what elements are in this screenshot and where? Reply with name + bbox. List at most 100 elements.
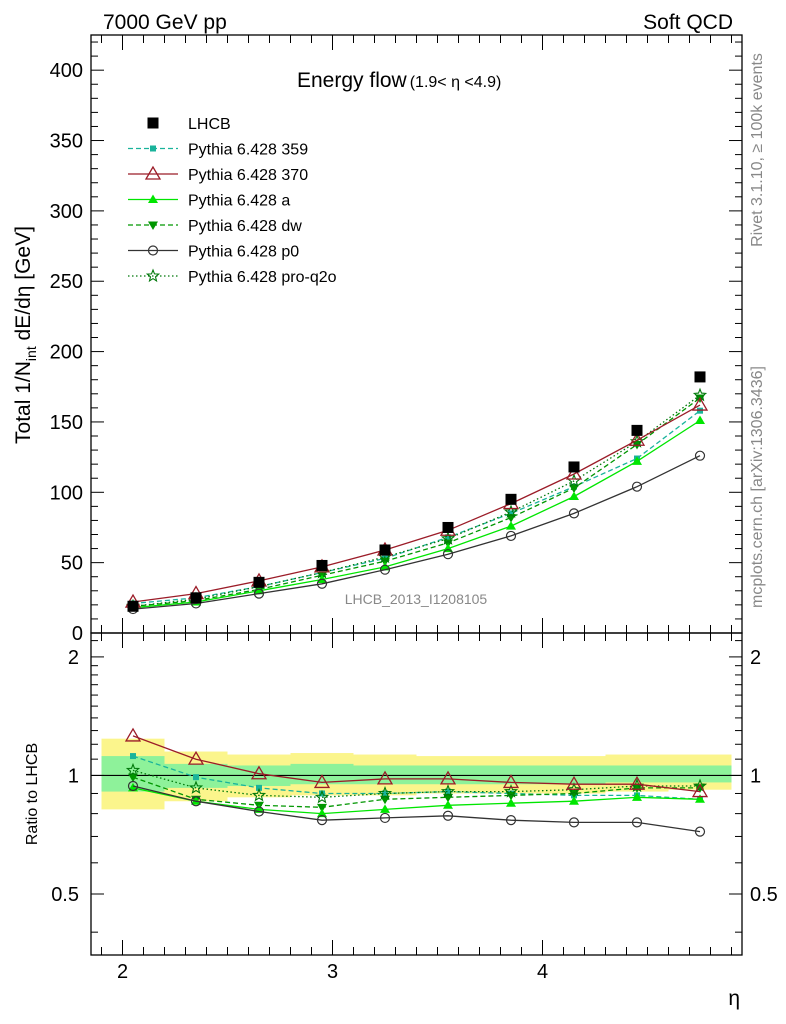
y-axis-label-sub: int <box>23 346 39 361</box>
pythia-6-428-p0-ratio-point <box>631 817 643 828</box>
legend: LHCB Pythia 6.428 359 Pythia 6.428 370 Pyth… <box>128 116 337 286</box>
main-series-layer <box>124 371 709 615</box>
pythia-6-428-370-ratio-point <box>187 750 205 765</box>
pythia-6-428-a-ratio-point <box>695 794 705 803</box>
pythia-6-428-370-line <box>132 404 701 603</box>
pythia-6-428-a-ratio-point <box>191 796 201 805</box>
pythia-6-428-pro-q2o-point <box>440 531 456 545</box>
pythia-6-428-359-ratio-point <box>256 784 262 791</box>
legend-pythia-6-428-p0-label: Pythia 6.428 p0 <box>188 244 299 261</box>
pythia-6-428-p0-ratio-point <box>568 817 580 828</box>
x-tick-label: 3 <box>327 961 338 983</box>
pythia-6-428-a-ratio-point <box>506 798 516 807</box>
pythia-6-428-a-point <box>695 415 705 425</box>
pythia-6-428-dw-ratio-line <box>132 776 700 808</box>
pythia-6-428-p0-point <box>316 578 328 589</box>
y-axis-label-tail: dE/dη [GeV] <box>12 226 35 346</box>
pythia-6-428-359-point <box>508 510 514 517</box>
pythia-6-428-pro-q2o-ratio-point <box>125 762 141 777</box>
pythia-6-428-pro-q2o-line <box>132 394 701 607</box>
chart-title: Energy flow (1.9< η <4.9) <box>297 69 501 92</box>
pythia-6-428-pro-q2o-ratio-point <box>377 785 393 800</box>
analysis-watermark: LHCB_2013_I1208105 <box>345 591 488 607</box>
y-tick-label: 200 <box>50 342 83 364</box>
pythia-6-428-p0-point <box>253 588 265 599</box>
rivet-label: Rivet 3.1.10, ≥ 100k events <box>749 53 766 247</box>
pythia-6-428-p0-ratio-point <box>505 815 517 826</box>
pythia-6-428-dw-line <box>132 397 701 607</box>
chart-title-main: Energy flow <box>297 69 408 92</box>
pythia-6-428-370-ratio-point <box>439 770 457 785</box>
pythia-6-428-dw-ratio-point <box>128 773 138 783</box>
pythia-6-428-p0-point <box>694 450 706 461</box>
legend-pythia-6-428-359-marker <box>150 145 156 152</box>
legend-pythia-6-428-pro-q2o-label: Pythia 6.428 pro-q2o <box>188 269 337 286</box>
chart-title-sub: (1.9< η <4.9) <box>410 74 502 91</box>
y-tick-label: 50 <box>61 553 83 575</box>
pythia-6-428-a-point <box>254 585 264 595</box>
x-tick-label: 4 <box>537 961 548 983</box>
ratio-tick-label-right: 0.5 <box>750 884 778 906</box>
pythia-6-428-pro-q2o-ratio-point <box>440 784 456 798</box>
ratio-tick-label-right: 1 <box>750 765 761 787</box>
pythia-6-428-p0-point <box>631 481 643 492</box>
y-tick-label: 100 <box>50 482 83 504</box>
lhcb-point <box>127 600 139 612</box>
pythia-6-428-pro-q2o-ratio-point <box>314 789 330 804</box>
pythia-6-428-370-point <box>691 396 709 411</box>
y-tick-label: 150 <box>50 412 83 434</box>
y-tick-label: 300 <box>50 201 83 223</box>
legend-pythia-6-428-dw-marker <box>148 221 158 230</box>
lhcb-point <box>316 559 328 571</box>
legend-pythia-6-428-a-label: Pythia 6.428 a <box>188 193 290 210</box>
pythia-6-428-pro-q2o-ratio-point <box>692 778 708 793</box>
y-axis-label-main: Total 1/N <box>12 361 35 444</box>
y-axis-label: Total 1/Nint dE/dη [GeV] <box>12 226 39 444</box>
legend-pythia-6-428-p0-marker <box>147 245 159 256</box>
legend-pythia-6-428-a-marker <box>148 194 158 203</box>
lhcb-point <box>631 424 643 436</box>
y-tick-label: 400 <box>50 60 83 82</box>
header-right-label: Soft QCD <box>643 11 733 34</box>
pythia-6-428-a-point <box>632 456 642 465</box>
pythia-6-428-dw-ratio-point <box>317 803 327 813</box>
pythia-6-428-p0-point <box>505 530 517 542</box>
pythia-6-428-pro-q2o-ratio-line <box>132 769 700 798</box>
pythia-6-428-370-point <box>628 431 646 446</box>
ratio-tick-label-left: 0.5 <box>51 884 79 906</box>
pythia-6-428-370-ratio-line <box>132 735 701 793</box>
legend-pythia-6-428-dw-label: Pythia 6.428 dw <box>188 218 302 235</box>
pythia-6-428-a-ratio-point <box>317 808 327 818</box>
pythia-6-428-dw-point <box>569 484 579 494</box>
ratio-series-layer <box>124 727 709 837</box>
pythia-6-428-359-ratio-point <box>130 753 136 760</box>
lhcb-point <box>442 521 454 533</box>
pythia-6-428-a-ratio-point <box>569 796 579 805</box>
header-left-label: 7000 GeV pp <box>103 11 227 34</box>
x-tick-label: 2 <box>117 961 128 983</box>
ratio-axis-label: Ratio to LHCB <box>24 743 41 845</box>
pythia-6-428-359-line <box>132 410 701 605</box>
pythia-6-428-a-point <box>380 561 390 571</box>
lhcb-point <box>568 461 580 473</box>
pythia-6-428-359-point <box>445 534 451 541</box>
pythia-6-428-pro-q2o-point <box>503 504 519 518</box>
pythia-6-428-pro-q2o-ratio-point <box>188 780 204 794</box>
pythia-6-428-370-ratio-point <box>565 775 583 790</box>
pythia-6-428-359-ratio-line <box>132 755 701 800</box>
y-tick-label: 0 <box>72 623 83 645</box>
pythia-6-428-p0-point <box>442 549 454 560</box>
legend-lhcb-marker <box>147 117 159 129</box>
pythia-6-428-370-ratio-point <box>628 775 646 790</box>
pythia-6-428-p0-point <box>379 564 391 575</box>
lhcb-point <box>694 371 706 383</box>
pythia-6-428-370-ratio-point <box>691 783 709 798</box>
legend-pythia-6-428-pro-q2o-marker <box>145 268 161 283</box>
legend-pythia-6-428-370-label: Pythia 6.428 370 <box>188 167 308 184</box>
pythia-6-428-a-ratio-point <box>443 800 453 809</box>
ratio-panel: 2 3 4 0.5 0.5 1 1 2 2 <box>51 632 778 983</box>
pythia-6-428-p0-line <box>132 455 701 610</box>
legend-pythia-6-428-370-marker <box>144 165 162 180</box>
main-panel: 0 50 100 150 200 250 300 350 400 <box>50 34 743 645</box>
